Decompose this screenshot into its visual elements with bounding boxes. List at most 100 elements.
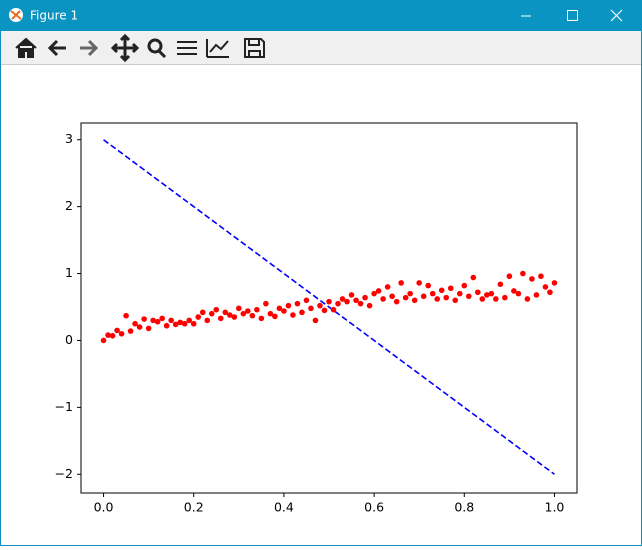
data-point — [213, 306, 220, 313]
data-point — [362, 294, 368, 301]
x-tick-label: 0.0 — [94, 500, 114, 515]
data-point — [181, 320, 188, 327]
y-tick-label: 0 — [65, 332, 73, 347]
edit-button[interactable] — [206, 39, 229, 58]
data-point — [204, 317, 211, 324]
data-point — [416, 280, 422, 286]
data-point — [357, 300, 364, 307]
data-point — [456, 290, 463, 297]
data-point — [375, 288, 382, 294]
data-point — [186, 317, 193, 324]
back-button[interactable] — [47, 39, 66, 57]
data-point — [195, 314, 202, 320]
data-point — [353, 297, 359, 304]
data-point — [168, 317, 174, 324]
data-point — [272, 313, 278, 320]
data-point — [136, 324, 143, 330]
home-button[interactable] — [15, 37, 37, 58]
save-button[interactable] — [244, 38, 265, 58]
data-point — [281, 308, 287, 314]
data-point — [258, 315, 265, 322]
configure-button[interactable] — [177, 41, 197, 55]
data-point — [429, 290, 436, 297]
x-tick-label: 0.4 — [274, 500, 294, 515]
data-point — [506, 273, 513, 280]
data-point — [177, 319, 183, 326]
data-point — [551, 280, 558, 286]
data-point — [330, 306, 337, 313]
data-point — [285, 302, 292, 309]
data-point — [267, 310, 274, 317]
data-point — [511, 288, 517, 294]
data-point — [312, 317, 319, 324]
data-point — [114, 327, 120, 334]
data-point — [141, 316, 147, 322]
data-point — [389, 293, 395, 300]
toolbar — [1, 31, 641, 64]
data-point — [470, 274, 477, 281]
data-point — [254, 306, 260, 313]
data-point — [190, 320, 197, 327]
data-point — [199, 309, 206, 316]
data-point — [249, 312, 256, 319]
data-point — [217, 315, 224, 322]
data-point — [240, 310, 247, 317]
data-point — [236, 305, 242, 312]
data-point — [105, 332, 111, 338]
data-point — [402, 294, 409, 301]
data-point — [227, 312, 233, 318]
data-point — [348, 292, 355, 298]
data-point — [231, 314, 238, 320]
y-tick-label: 1 — [65, 265, 73, 280]
data-point — [411, 297, 418, 304]
data-point — [335, 300, 341, 307]
trend-line — [103, 139, 555, 475]
data-point — [465, 293, 472, 300]
y-tick-label: 3 — [65, 131, 73, 146]
maximize-button[interactable] — [567, 10, 578, 21]
close-button[interactable] — [610, 9, 623, 22]
data-point — [308, 305, 314, 312]
y-tick-label: −1 — [55, 399, 73, 414]
data-point — [123, 312, 129, 319]
x-tick-label: 0.6 — [364, 500, 384, 515]
toolbar-buttons — [15, 33, 265, 63]
data-point — [393, 298, 400, 305]
data-point — [493, 296, 499, 302]
data-point — [398, 280, 404, 286]
data-point — [461, 282, 468, 289]
data-point — [425, 282, 432, 289]
data-point — [529, 276, 535, 282]
data-point — [438, 287, 445, 294]
data-point — [326, 298, 332, 305]
data-point — [109, 332, 116, 339]
data-point — [380, 296, 386, 302]
x-tick-label: 0.8 — [454, 500, 474, 515]
data-point — [384, 284, 391, 290]
data-point — [172, 321, 179, 328]
x-tick-label: 0.2 — [184, 500, 204, 515]
data-point — [443, 294, 450, 301]
data-point — [434, 296, 441, 302]
data-point — [317, 302, 323, 309]
data-point — [159, 315, 165, 322]
forward-button[interactable] — [80, 39, 99, 57]
y-tick-label: 2 — [65, 198, 73, 213]
data-point — [154, 318, 161, 325]
data-point — [321, 307, 328, 314]
data-point — [366, 302, 373, 309]
data-point — [475, 289, 481, 296]
zoom-button[interactable] — [147, 38, 167, 59]
data-point — [542, 284, 549, 290]
data-point — [538, 273, 544, 280]
data-point — [520, 270, 526, 277]
y-tick-label: −2 — [55, 466, 73, 481]
data-point — [447, 285, 454, 292]
data-point — [547, 289, 553, 296]
pan-button[interactable] — [110, 33, 140, 63]
data-point — [452, 297, 459, 304]
data-point — [276, 305, 283, 312]
data-point — [502, 294, 508, 301]
title-bar — [0, 0, 642, 31]
